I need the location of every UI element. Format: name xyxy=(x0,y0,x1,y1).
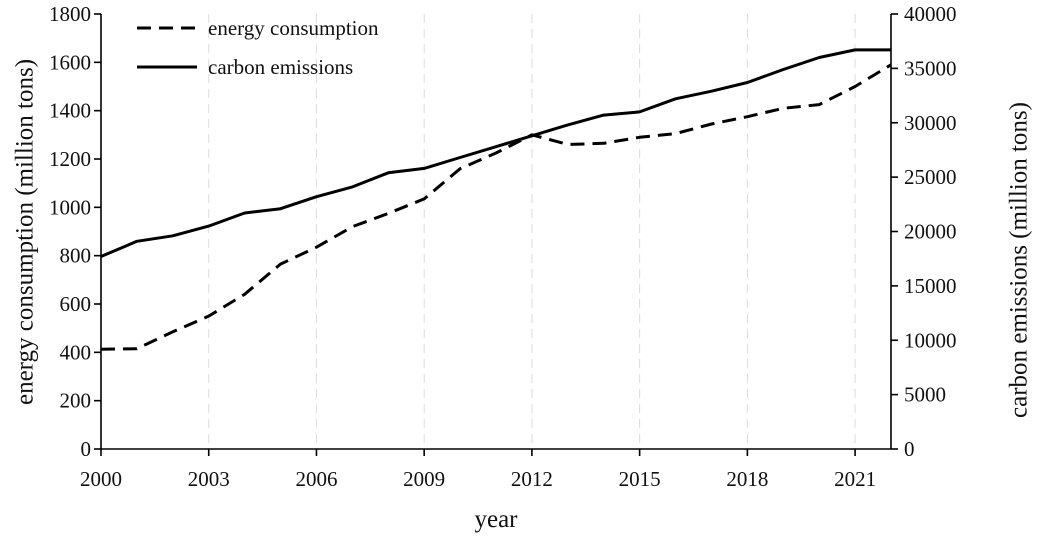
right-y-axis: 0 5000 10000 15000 20000 25000 30000 35000 40000 xyxy=(891,2,957,461)
right-y-tick-label-0: 0 xyxy=(904,437,915,461)
series-line-energy-consumption xyxy=(100,63,892,351)
left-y-tick-label-600: 600 xyxy=(60,292,92,316)
right-y-tick-label-10000: 10000 xyxy=(904,328,957,352)
left-y-tick-label-1000: 1000 xyxy=(49,195,91,219)
left-y-tick-label-1400: 1400 xyxy=(49,99,91,123)
left-y-tick-label-200: 200 xyxy=(60,389,92,413)
right-y-tick-label-5000: 5000 xyxy=(904,383,946,407)
series-line-carbon-emissions xyxy=(100,48,891,258)
right-y-tick-label-30000: 30000 xyxy=(904,111,957,135)
left-y-tick-label-1200: 1200 xyxy=(49,147,91,171)
left-y-tick-label-1800: 1800 xyxy=(49,2,91,26)
left-y-axis: 0 200 400 600 800 1000 1200 1400 1600 1800 xyxy=(49,2,101,461)
x-tick-label-2003: 2003 xyxy=(188,467,230,491)
right-y-tick-label-40000: 40000 xyxy=(904,2,957,26)
vertical-gridlines xyxy=(208,14,856,449)
x-tick-label-2018: 2018 xyxy=(726,467,768,491)
right-y-tick-label-15000: 15000 xyxy=(904,274,957,298)
x-tick-label-2015: 2015 xyxy=(619,467,661,491)
right-y-tick-label-25000: 25000 xyxy=(904,165,957,189)
right-y-tick-label-20000: 20000 xyxy=(904,220,957,244)
series-lines xyxy=(100,48,892,351)
left-y-tick-label-800: 800 xyxy=(60,244,92,268)
legend-label-energy-consumption: energy consumption xyxy=(208,16,379,40)
x-tick-label-2006: 2006 xyxy=(295,467,337,491)
right-y-tick-label-35000: 35000 xyxy=(904,56,957,80)
x-tick-label-2021: 2021 xyxy=(834,467,876,491)
legend-label-carbon-emissions: carbon emissions xyxy=(208,55,353,79)
left-y-tick-label-0: 0 xyxy=(81,437,92,461)
left-y-axis-title: energy consumption (million tons) xyxy=(12,59,39,405)
x-tick-label-2009: 2009 xyxy=(403,467,445,491)
legend: energy consumption carbon emissions xyxy=(137,16,379,79)
x-axis: 2000 2003 2006 2009 2012 2015 2018 2021 xyxy=(80,449,876,491)
x-axis-title: year xyxy=(474,506,518,533)
left-y-tick-label-1600: 1600 xyxy=(49,50,91,74)
x-tick-label-2012: 2012 xyxy=(511,467,553,491)
x-tick-label-2000: 2000 xyxy=(80,467,122,491)
left-y-tick-label-400: 400 xyxy=(60,340,92,364)
right-y-axis-title: carbon emissions (million tons) xyxy=(1006,102,1033,418)
